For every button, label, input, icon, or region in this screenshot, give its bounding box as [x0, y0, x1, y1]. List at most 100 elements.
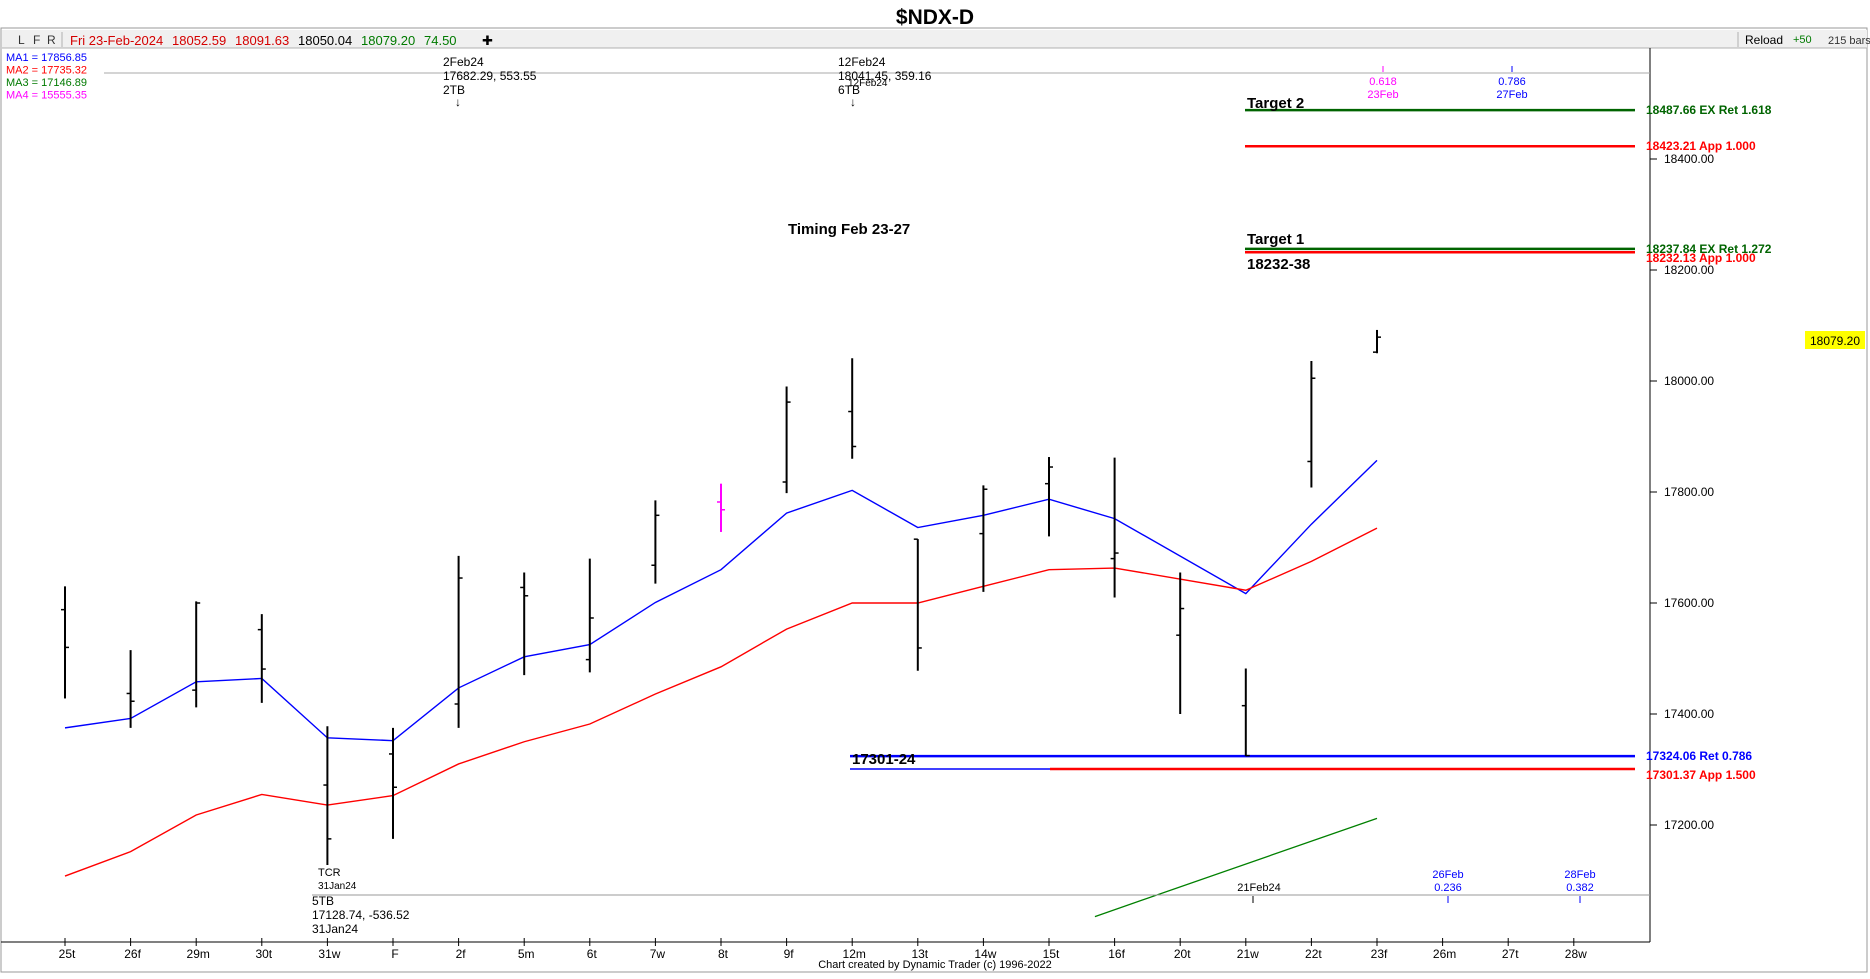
ohlc-bar [192, 601, 201, 708]
ohlc-bar [651, 500, 660, 584]
toolbar-button-l[interactable]: L [18, 33, 25, 47]
x-tick-label: 28w [1565, 947, 1587, 961]
chart-title: $NDX-D [896, 6, 974, 29]
current-price-tag: 18079.20 [1810, 334, 1860, 348]
bottom-date-label: 21Feb24 [1237, 882, 1280, 894]
ohlc-bar [61, 586, 69, 699]
x-tick-label: 2f [456, 947, 467, 961]
toolbar-high: 18091.63 [235, 33, 289, 48]
trend-line [1094, 817, 1378, 918]
x-tick-label: F [391, 947, 398, 961]
y-tick-label: 17400.00 [1664, 707, 1714, 721]
time-projection-date: 28Feb [1564, 869, 1595, 881]
price-level-label: 18232.13 App 1.000 [1646, 251, 1756, 265]
ma-legend-item: MA4 = 15555.35 [6, 90, 87, 102]
x-tick-label: 25t [59, 947, 76, 961]
pivot-a-arrow-icon: ↓ [455, 95, 461, 109]
plus-50-button[interactable]: +50 [1793, 34, 1812, 46]
timing-annotation: Timing Feb 23-27 [788, 221, 910, 238]
bars-count: 215 bars [1828, 35, 1870, 47]
chart-frame [0, 27, 1868, 973]
chart-footer: Chart created by Dynamic Trader (c) 1996… [818, 959, 1052, 971]
y-tick-label: 17600.00 [1664, 596, 1714, 610]
ohlc-bar [323, 726, 332, 865]
x-tick-label: 20t [1174, 947, 1191, 961]
time-projection-ratio: 0.382 [1566, 882, 1594, 894]
x-tick-label: 26f [124, 947, 141, 961]
moving-averages [64, 459, 1378, 877]
time-projection-ratio: 0.786 [1498, 76, 1526, 88]
ma-line-ma1 [64, 459, 1378, 742]
price-bars [61, 329, 1381, 865]
ohlc-bar [848, 358, 857, 459]
x-tick-label: 21w [1237, 947, 1259, 961]
y-tick-label: 18200.00 [1664, 263, 1714, 277]
ohlc-bar [389, 727, 397, 839]
ohlc-bar [1307, 361, 1316, 488]
toolbar-strip [2, 30, 1867, 48]
pivot-a-text: 2Feb24 [443, 55, 484, 69]
y-tick-label: 18000.00 [1664, 374, 1714, 388]
toolbar-button-f[interactable]: F [33, 33, 40, 47]
toolbar-date: Fri 23-Feb-2024 [70, 33, 163, 48]
ma-legend-item: MA2 = 17735.32 [6, 65, 87, 77]
toolbar-button-r[interactable]: R [47, 33, 56, 47]
ohlc-bar [585, 558, 594, 673]
ohlc-bar [1110, 457, 1119, 598]
support-zone-label: 17301-24 [852, 751, 916, 768]
price-level-label: 17301.37 App 1.500 [1646, 768, 1756, 782]
time-projection-date: 27Feb [1496, 89, 1527, 101]
pivot-b-overlap-text: 12Feb24 [848, 78, 888, 89]
ohlc-bar [782, 386, 791, 494]
x-tick-label: 23f [1371, 947, 1388, 961]
time-projection-date: 26Feb [1432, 869, 1463, 881]
ohlc-bar [126, 650, 135, 728]
price-level-label: 18487.66 EX Ret 1.618 [1646, 103, 1772, 117]
x-tick-label: 9f [784, 947, 795, 961]
ohlc-bar [913, 538, 922, 671]
target-2-label: Target 2 [1247, 95, 1304, 112]
ohlc-bar [1241, 668, 1250, 757]
target-1-label: Target 1 [1247, 231, 1304, 248]
time-projection-ratio: 0.236 [1434, 882, 1462, 894]
pivot-low-text: 31Jan24 [312, 922, 358, 936]
x-tick-label: 15t [1043, 947, 1060, 961]
toolbar-close-icon[interactable]: ✚ [482, 33, 493, 48]
pivot-low-text: 17128.74, -536.52 [312, 908, 410, 922]
x-tick-label: 8t [718, 947, 729, 961]
x-tick-label: 13t [911, 947, 928, 961]
price-level-label: 18237.84 EX Ret 1.272 [1646, 242, 1772, 256]
x-tick-label: 16f [1108, 947, 1125, 961]
pivot-b-text: 6TB [838, 83, 860, 97]
current-price-tag-bg [1805, 331, 1865, 349]
reload-button[interactable]: Reload [1745, 33, 1783, 47]
toolbar-low: 18050.04 [298, 33, 352, 48]
x-tick-label: 22t [1305, 947, 1322, 961]
pivot-low-text: 5TB [312, 894, 334, 908]
x-axis: 25t 26f 29m 30t 31w F 2f 5m 6t 7w 8t 9f 12m 13t 14w 15t… [59, 938, 1587, 961]
ohlc-bar [717, 483, 725, 532]
pivot-b-text: 12Feb24 [838, 55, 886, 69]
ohlc-bar [1176, 572, 1185, 714]
x-tick-label: 5m [518, 947, 535, 961]
pivot-b-arrow-icon: ↓ [850, 95, 856, 109]
time-projection-ratio: 0.618 [1369, 76, 1397, 88]
x-tick-label: 27t [1502, 947, 1519, 961]
price-level-label: 17324.06 Ret 0.786 [1646, 749, 1752, 763]
pivot-low-text: TCR [318, 867, 341, 879]
y-tick-label: 17200.00 [1664, 818, 1714, 832]
x-tick-label: 26m [1433, 947, 1456, 961]
toolbar-open: 18052.59 [172, 33, 226, 48]
price-level-label: 18423.21 App 1.000 [1646, 139, 1756, 153]
ma-line-ma2 [64, 527, 1378, 877]
ma-legend-item: MA1 = 17856.85 [6, 52, 87, 64]
ohlc-bar [520, 572, 529, 676]
x-tick-label: 31w [318, 947, 340, 961]
toolbar-change: 74.50 [424, 33, 457, 48]
ma-legend-item: MA3 = 17146.89 [6, 77, 87, 89]
toolbar-close: 18079.20 [361, 33, 415, 48]
